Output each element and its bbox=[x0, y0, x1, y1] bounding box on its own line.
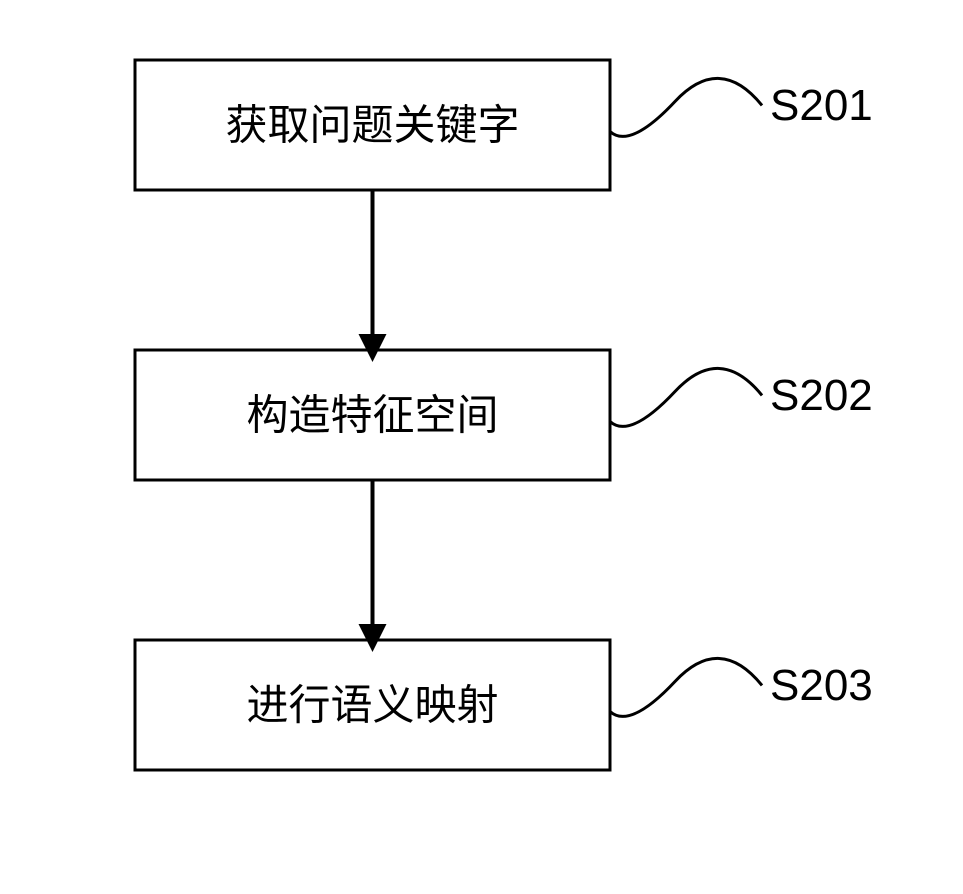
callout-line bbox=[610, 368, 762, 426]
flowchart-node: 进行语义映射 S203 bbox=[135, 640, 873, 770]
callout-line bbox=[610, 658, 762, 716]
node-label: 进行语义映射 bbox=[246, 682, 498, 729]
flowchart-node: 获取问题关键字 S201 bbox=[135, 60, 873, 190]
callout-line bbox=[610, 78, 762, 136]
flowchart-canvas: 获取问题关键字 S201 构造特征空间 S202 进行语义映射 S203 bbox=[0, 0, 963, 894]
node-label: 构造特征空间 bbox=[246, 392, 498, 439]
node-label: 获取问题关键字 bbox=[225, 102, 519, 149]
flowchart-node: 构造特征空间 S202 bbox=[135, 350, 873, 480]
node-tag: S201 bbox=[770, 81, 873, 130]
node-tag: S203 bbox=[770, 661, 873, 710]
node-tag: S202 bbox=[770, 371, 873, 420]
